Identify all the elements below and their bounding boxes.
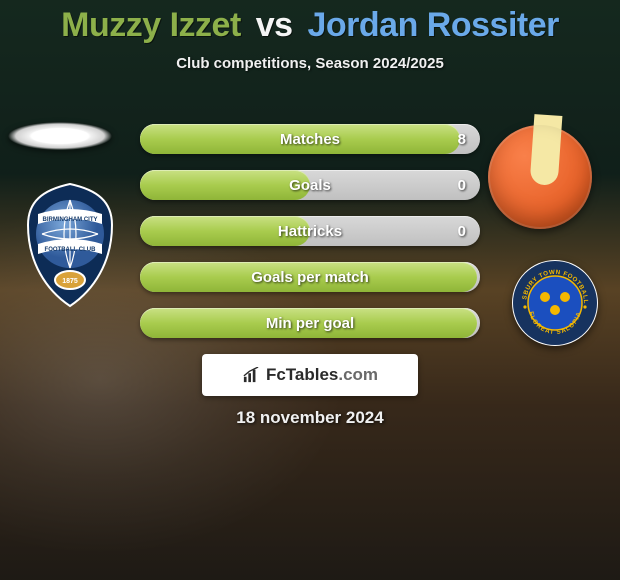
date-label: 18 november 2024 [0,408,620,428]
branding-text: FcTables.com [266,365,378,385]
subtitle: Club competitions, Season 2024/2025 [0,55,620,72]
svg-text:FOOTBALL CLUB: FOOTBALL CLUB [45,247,97,253]
player1-avatar [8,122,112,150]
branding-logo: FcTables.com [202,354,418,396]
stat-row: Min per goal [140,308,480,338]
stat-row: Goals per match [140,262,480,292]
stat-value-right: 0 [458,216,466,246]
svg-text:· ·: · · [67,278,74,285]
stat-label: Matches [140,124,480,154]
player2-name: Jordan Rossiter [308,6,559,44]
player2-avatar [488,125,592,229]
svg-text:BIRMINGHAM CITY: BIRMINGHAM CITY [43,217,98,223]
player1-name: Muzzy Izzet [61,6,241,44]
comparison-bars: Matches 8 Goals 0 Hattricks 0 Goals per … [140,124,480,354]
player1-club-crest: BIRMINGHAM CITY FOOTBALL CLUB 1875 · · [20,180,120,310]
stat-value-right: 0 [458,170,466,200]
stat-label: Goals per match [140,262,480,292]
branding-domain: .com [338,365,378,384]
chart-icon [242,367,260,383]
stat-label: Min per goal [140,308,480,338]
stat-label: Hattricks [140,216,480,246]
page-title: Muzzy Izzet vs Jordan Rossiter [0,6,620,45]
stat-row: Matches 8 [140,124,480,154]
stat-value-right: 8 [458,124,466,154]
stat-row: Goals 0 [140,170,480,200]
player2-club-crest: SHREWSBURY TOWN FOOTBALL CLUB FLOREAT SA… [512,260,598,346]
branding-name: FcTables [266,365,338,384]
stat-label: Goals [140,170,480,200]
infographic-content: Muzzy Izzet vs Jordan Rossiter Club comp… [0,0,620,580]
stat-row: Hattricks 0 [140,216,480,246]
vs-label: vs [256,6,293,44]
